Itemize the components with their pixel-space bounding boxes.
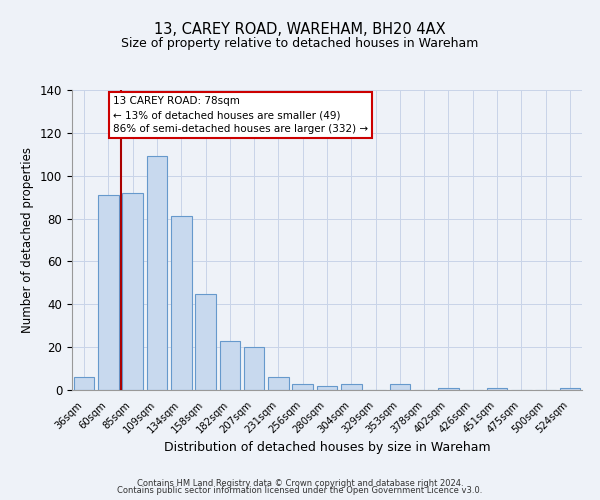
Bar: [98, 195, 119, 390]
Bar: [560, 388, 580, 390]
Bar: [438, 388, 459, 390]
Text: Size of property relative to detached houses in Wareham: Size of property relative to detached ho…: [121, 38, 479, 51]
Bar: [220, 340, 240, 390]
Bar: [317, 386, 337, 390]
Bar: [122, 193, 143, 390]
Bar: [171, 216, 191, 390]
Text: 13 CAREY ROAD: 78sqm
← 13% of detached houses are smaller (49)
86% of semi-detac: 13 CAREY ROAD: 78sqm ← 13% of detached h…: [113, 96, 368, 134]
Bar: [74, 377, 94, 390]
Bar: [487, 388, 508, 390]
Text: 13, CAREY ROAD, WAREHAM, BH20 4AX: 13, CAREY ROAD, WAREHAM, BH20 4AX: [154, 22, 446, 38]
Bar: [244, 347, 265, 390]
Bar: [292, 384, 313, 390]
X-axis label: Distribution of detached houses by size in Wareham: Distribution of detached houses by size …: [164, 441, 490, 454]
Bar: [195, 294, 216, 390]
Bar: [146, 156, 167, 390]
Y-axis label: Number of detached properties: Number of detached properties: [22, 147, 34, 333]
Bar: [389, 384, 410, 390]
Text: Contains HM Land Registry data © Crown copyright and database right 2024.: Contains HM Land Registry data © Crown c…: [137, 478, 463, 488]
Bar: [341, 384, 362, 390]
Text: Contains public sector information licensed under the Open Government Licence v3: Contains public sector information licen…: [118, 486, 482, 495]
Bar: [268, 377, 289, 390]
